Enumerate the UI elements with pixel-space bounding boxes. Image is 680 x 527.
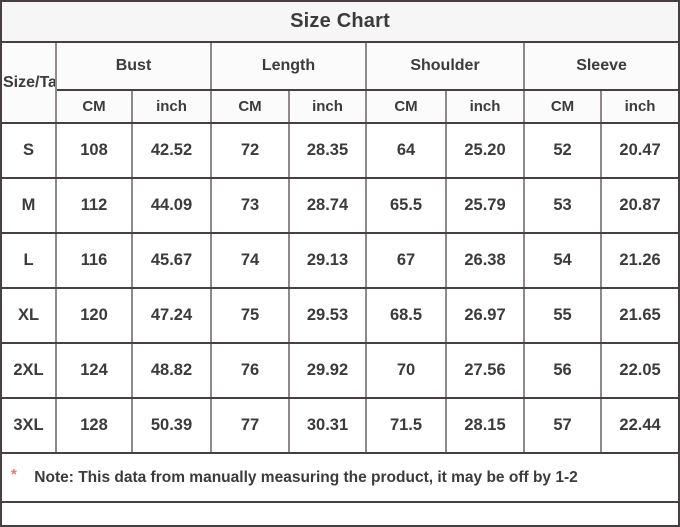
asterisk-marker: * [11,465,17,483]
measurement-cell: 72 [210,122,290,179]
measurement-cell: 73 [210,177,290,234]
group-header-row: Size/Tag Bust Length Shoulder Sleeve [2,41,678,124]
unit-header: CM [56,89,133,124]
measurement-cell: 120 [55,287,133,344]
corner-header-label: Size/Tag [3,73,54,91]
note-cell: * Note: This data from manually measurin… [2,452,678,503]
measurement-cell: 28.74 [288,177,367,234]
measurement-cell: 50.39 [131,397,212,454]
size-cell: 3XL [2,397,57,454]
measurement-cell: 21.65 [599,287,678,344]
size-cell: S [2,122,57,179]
measurement-cell: 22.05 [599,342,678,399]
size-cell: L [2,232,57,289]
size-cell: M [2,177,57,234]
measurement-cell: 124 [55,342,133,399]
size-cell: XL [2,287,57,344]
table-row: L 116 45.67 74 29.13 67 26.38 54 21.26 [2,232,678,289]
unit-header: CM [523,89,602,124]
size-chart-title: Size Chart [2,2,678,43]
measurement-cell: 26.97 [445,287,525,344]
measurement-cell: 67 [365,232,447,289]
measurement-cell: 22.44 [599,397,678,454]
measurement-cell: 75 [210,287,290,344]
measurement-cell: 128 [55,397,133,454]
measurement-cell: 116 [55,232,133,289]
table-row: 2XL 124 48.82 76 29.92 70 27.56 56 22.05 [2,342,678,399]
measurement-cell: 52 [523,122,602,179]
measurement-cell: 25.79 [445,177,525,234]
measurement-cell: 25.20 [445,122,525,179]
title-row: Size Chart [2,2,678,43]
table-row: 3XL 128 50.39 77 30.31 71.5 28.15 57 22.… [2,397,678,454]
group-header-length: Length [210,41,367,91]
table-row: S 108 42.52 72 28.35 64 25.20 52 20.47 [2,122,678,179]
measurement-cell: 65.5 [365,177,447,234]
group-header-sleeve: Sleeve [522,41,678,91]
measurement-cell: 27.56 [445,342,525,399]
measurement-cell: 68.5 [365,287,447,344]
measurement-cell: 48.82 [131,342,212,399]
measurement-cell: 20.87 [599,177,678,234]
measurement-cell: 30.31 [288,397,367,454]
measurement-cell: 76 [210,342,290,399]
measurement-cell: 26.38 [445,232,525,289]
size-cell: 2XL [2,342,57,399]
corner-header-cell: Size/Tag [2,41,57,124]
unit-header: inch [288,89,367,124]
unit-header: inch [599,89,678,124]
measurement-cell: 29.53 [288,287,367,344]
measurement-cell: 64 [365,122,447,179]
measurement-cell: 29.13 [288,232,367,289]
measurement-cell: 53 [523,177,602,234]
note-row: * Note: This data from manually measurin… [2,452,678,503]
table-row: M 112 44.09 73 28.74 65.5 25.79 53 20.87 [2,177,678,234]
measurement-cell: 108 [55,122,133,179]
measurement-cell: 47.24 [131,287,212,344]
measurement-cell: 29.92 [288,342,367,399]
measurement-cell: 28.35 [288,122,367,179]
measurement-cell: 20.47 [599,122,678,179]
measurement-cell: 54 [523,232,602,289]
measurement-cell: 56 [523,342,602,399]
unit-header: CM [365,89,447,124]
measurement-cell: 44.09 [131,177,212,234]
measurement-cell: 74 [210,232,290,289]
measurement-cell: 21.26 [599,232,678,289]
table-row: XL 120 47.24 75 29.53 68.5 26.97 55 21.6… [2,287,678,344]
measurement-cell: 71.5 [365,397,447,454]
unit-header: CM [210,89,290,124]
measurement-cell: 57 [523,397,602,454]
unit-header-row: CM inch CM inch CM inch CM inch [2,89,678,124]
measurement-cell: 55 [523,287,602,344]
unit-header: inch [445,89,525,124]
measurement-cell: 70 [365,342,447,399]
size-chart-table: Size Chart Size/Tag Bust Length Shoulder… [2,2,678,503]
measurement-cell: 42.52 [131,122,212,179]
note-text: Note: This data from manually measuring … [34,468,578,486]
measurement-cell: 45.67 [131,232,212,289]
measurement-cell: 112 [55,177,133,234]
unit-header: inch [131,89,212,124]
measurement-cell: 77 [210,397,290,454]
measurement-cell: 28.15 [445,397,525,454]
group-header-shoulder: Shoulder [365,41,525,91]
group-header-bust: Bust [55,41,212,91]
